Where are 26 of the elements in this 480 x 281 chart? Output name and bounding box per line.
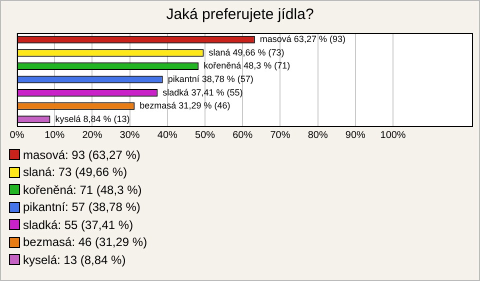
text: sladká: 55 (37,41 %) (23, 218, 134, 232)
text: kyselá: 13 (8,84 %) (23, 252, 126, 267)
x-tick-label: 10% (44, 130, 65, 141)
x-tick-label: 90% (345, 130, 366, 141)
x-tick-label: 0% (10, 130, 24, 141)
x-tick-label: 40% (157, 130, 178, 141)
text: bezmasá: 46 (31,29 %) (23, 235, 148, 250)
text: slaná: 73 (49,66 %) (23, 165, 128, 180)
data-label: pikantní 38,78 % (57) (168, 74, 254, 84)
x-tick-label: 70% (270, 130, 290, 141)
data-label: kořeněná 48,3 % (71) (204, 60, 290, 71)
x-tick-label: 80% (308, 130, 328, 141)
data-label: sladká 37,41 % (55) (162, 87, 243, 98)
data-label: slaná 49,66 % (73) (208, 47, 284, 58)
data-label: bezmasá 31,29 % (46) (140, 100, 230, 111)
data-label: kyselá 8,84 % (13) (55, 114, 130, 124)
data-label: masová 63,27 % (93) (260, 34, 346, 44)
chart-title: Jaká preferujete jídla? (165, 6, 315, 23)
text: pikantní: 57 (38,78 %) (23, 200, 140, 214)
x-tick-label: 100% (380, 130, 406, 141)
x-tick-label: 50% (195, 130, 216, 141)
text: masová: 93 (63,27 %) (23, 148, 140, 162)
x-tick-label: 20% (82, 130, 102, 141)
x-tick-label: 60% (232, 130, 253, 141)
text: kořeněná: 71 (48,3 %) (23, 182, 142, 197)
x-tick-label: 30% (120, 130, 140, 141)
